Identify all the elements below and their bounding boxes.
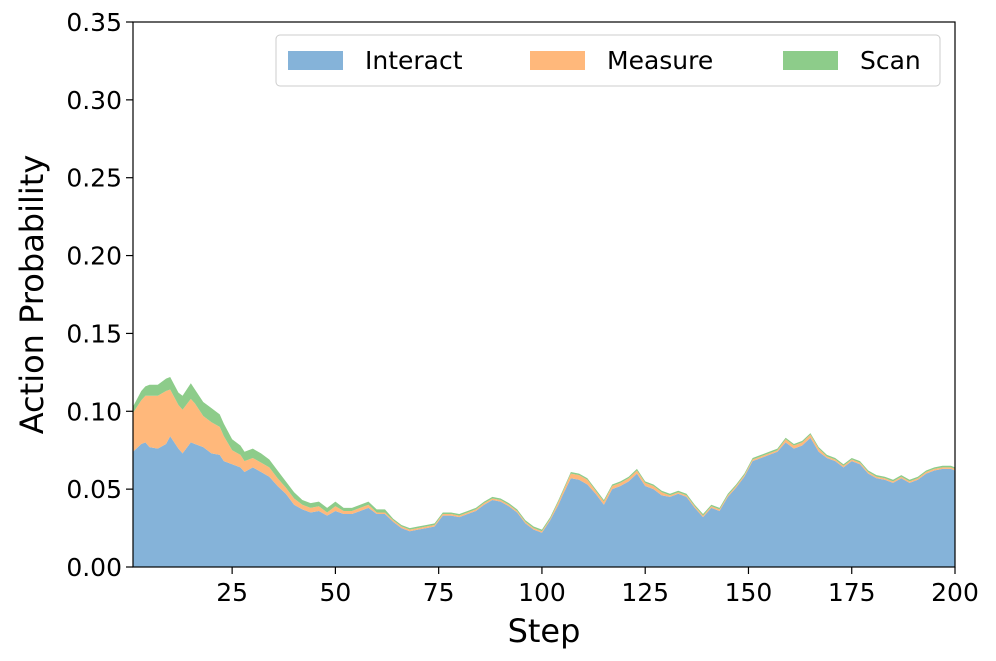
legend-swatch-measure [530,51,585,70]
x-tick-label: 125 [621,578,669,607]
x-tick-label: 200 [931,578,979,607]
y-axis-title: Action Probability [13,155,51,435]
y-tick-label: 0.25 [66,164,122,193]
y-tick-label: 0.35 [66,8,122,37]
x-axis-ticks: 25 50 75 100 125 150 175 200 [216,567,979,607]
x-tick-label: 25 [216,578,248,607]
legend-label-interact: Interact [365,46,463,75]
legend-label-scan: Scan [860,46,921,75]
x-axis-title: Step [508,612,581,650]
y-tick-label: 0.15 [66,319,122,348]
x-tick-label: 150 [725,578,773,607]
stacked-areas [133,377,955,567]
legend-label-measure: Measure [607,46,713,75]
x-tick-label: 50 [319,578,351,607]
y-tick-label: 0.30 [66,86,122,115]
y-axis-ticks: 0.00 0.05 0.10 0.15 0.20 0.25 0.30 0.35 [66,8,133,582]
plot-frame [132,21,956,568]
legend-box [275,34,941,87]
x-tick-label: 75 [423,578,455,607]
area-interact [133,436,955,567]
y-tick-label: 0.05 [66,475,122,504]
y-tick-label: 0.20 [66,242,122,271]
x-tick-label: 175 [828,578,876,607]
y-tick-label: 0.10 [66,397,122,426]
y-tick-label: 0.00 [66,553,122,582]
legend-swatch-interact [288,51,343,70]
x-tick-label: 100 [518,578,566,607]
legend-swatch-scan [783,51,838,70]
legend: Interact Measure Scan [275,34,941,87]
